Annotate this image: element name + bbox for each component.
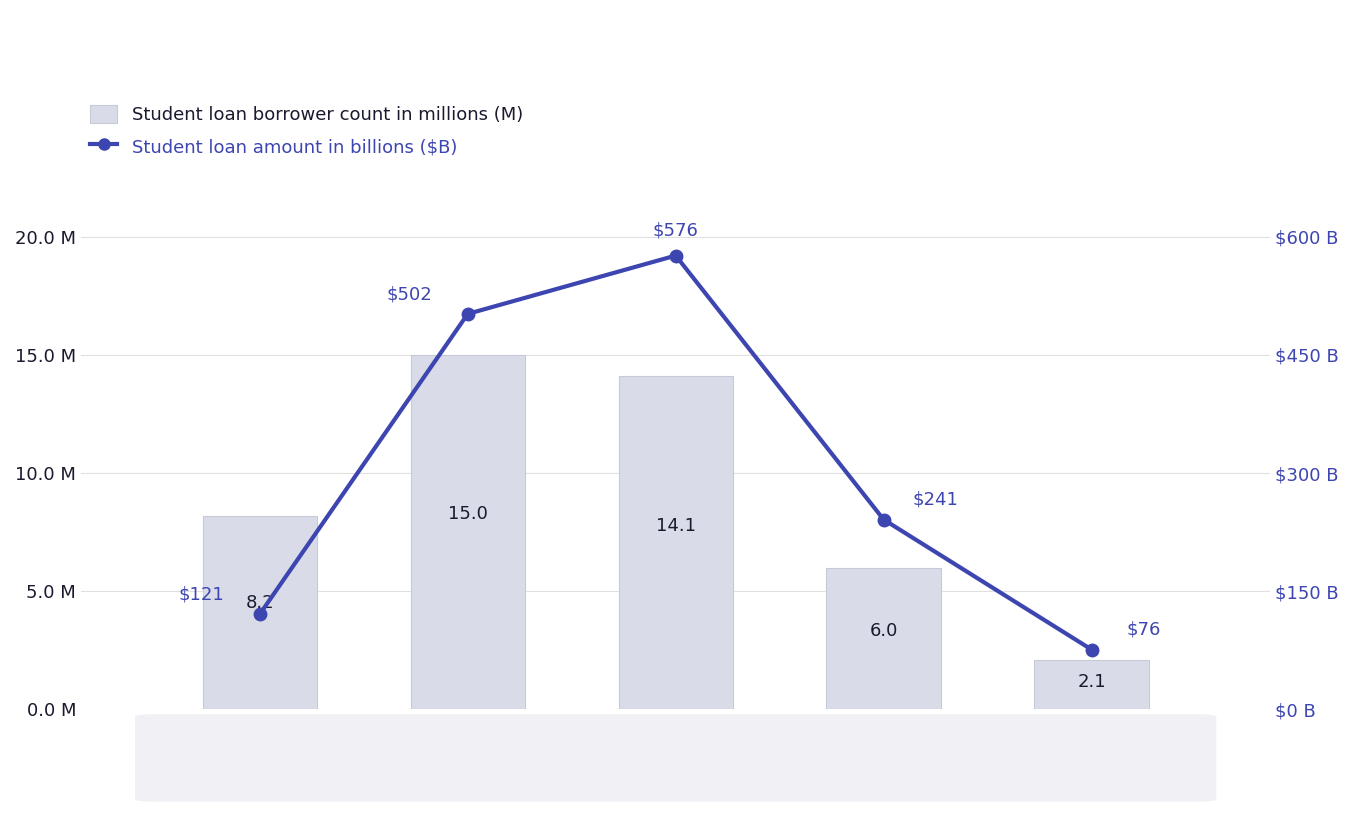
Text: $502: $502 [387, 285, 432, 303]
Bar [203, 516, 317, 710]
Legend: Student loan borrower count in millions (M), Student loan amount in billions ($B: Student loan borrower count in millions … [89, 105, 523, 156]
Text: $241: $241 [913, 491, 959, 509]
Text: $76: $76 [1127, 621, 1160, 639]
Text: 8.2: 8.2 [245, 594, 274, 612]
Text: 6.0: 6.0 [869, 623, 898, 640]
Text: $576: $576 [653, 221, 699, 239]
X-axis label: Age group: Age group [619, 750, 733, 769]
Text: $121: $121 [179, 586, 225, 603]
Bar [1034, 659, 1148, 710]
Bar [410, 355, 525, 710]
Bar [619, 376, 733, 710]
FancyBboxPatch shape [135, 714, 1216, 802]
Text: 14.1: 14.1 [655, 517, 696, 535]
Text: 2.1: 2.1 [1078, 673, 1106, 691]
Text: 15.0: 15.0 [448, 505, 487, 524]
Bar [826, 568, 941, 710]
